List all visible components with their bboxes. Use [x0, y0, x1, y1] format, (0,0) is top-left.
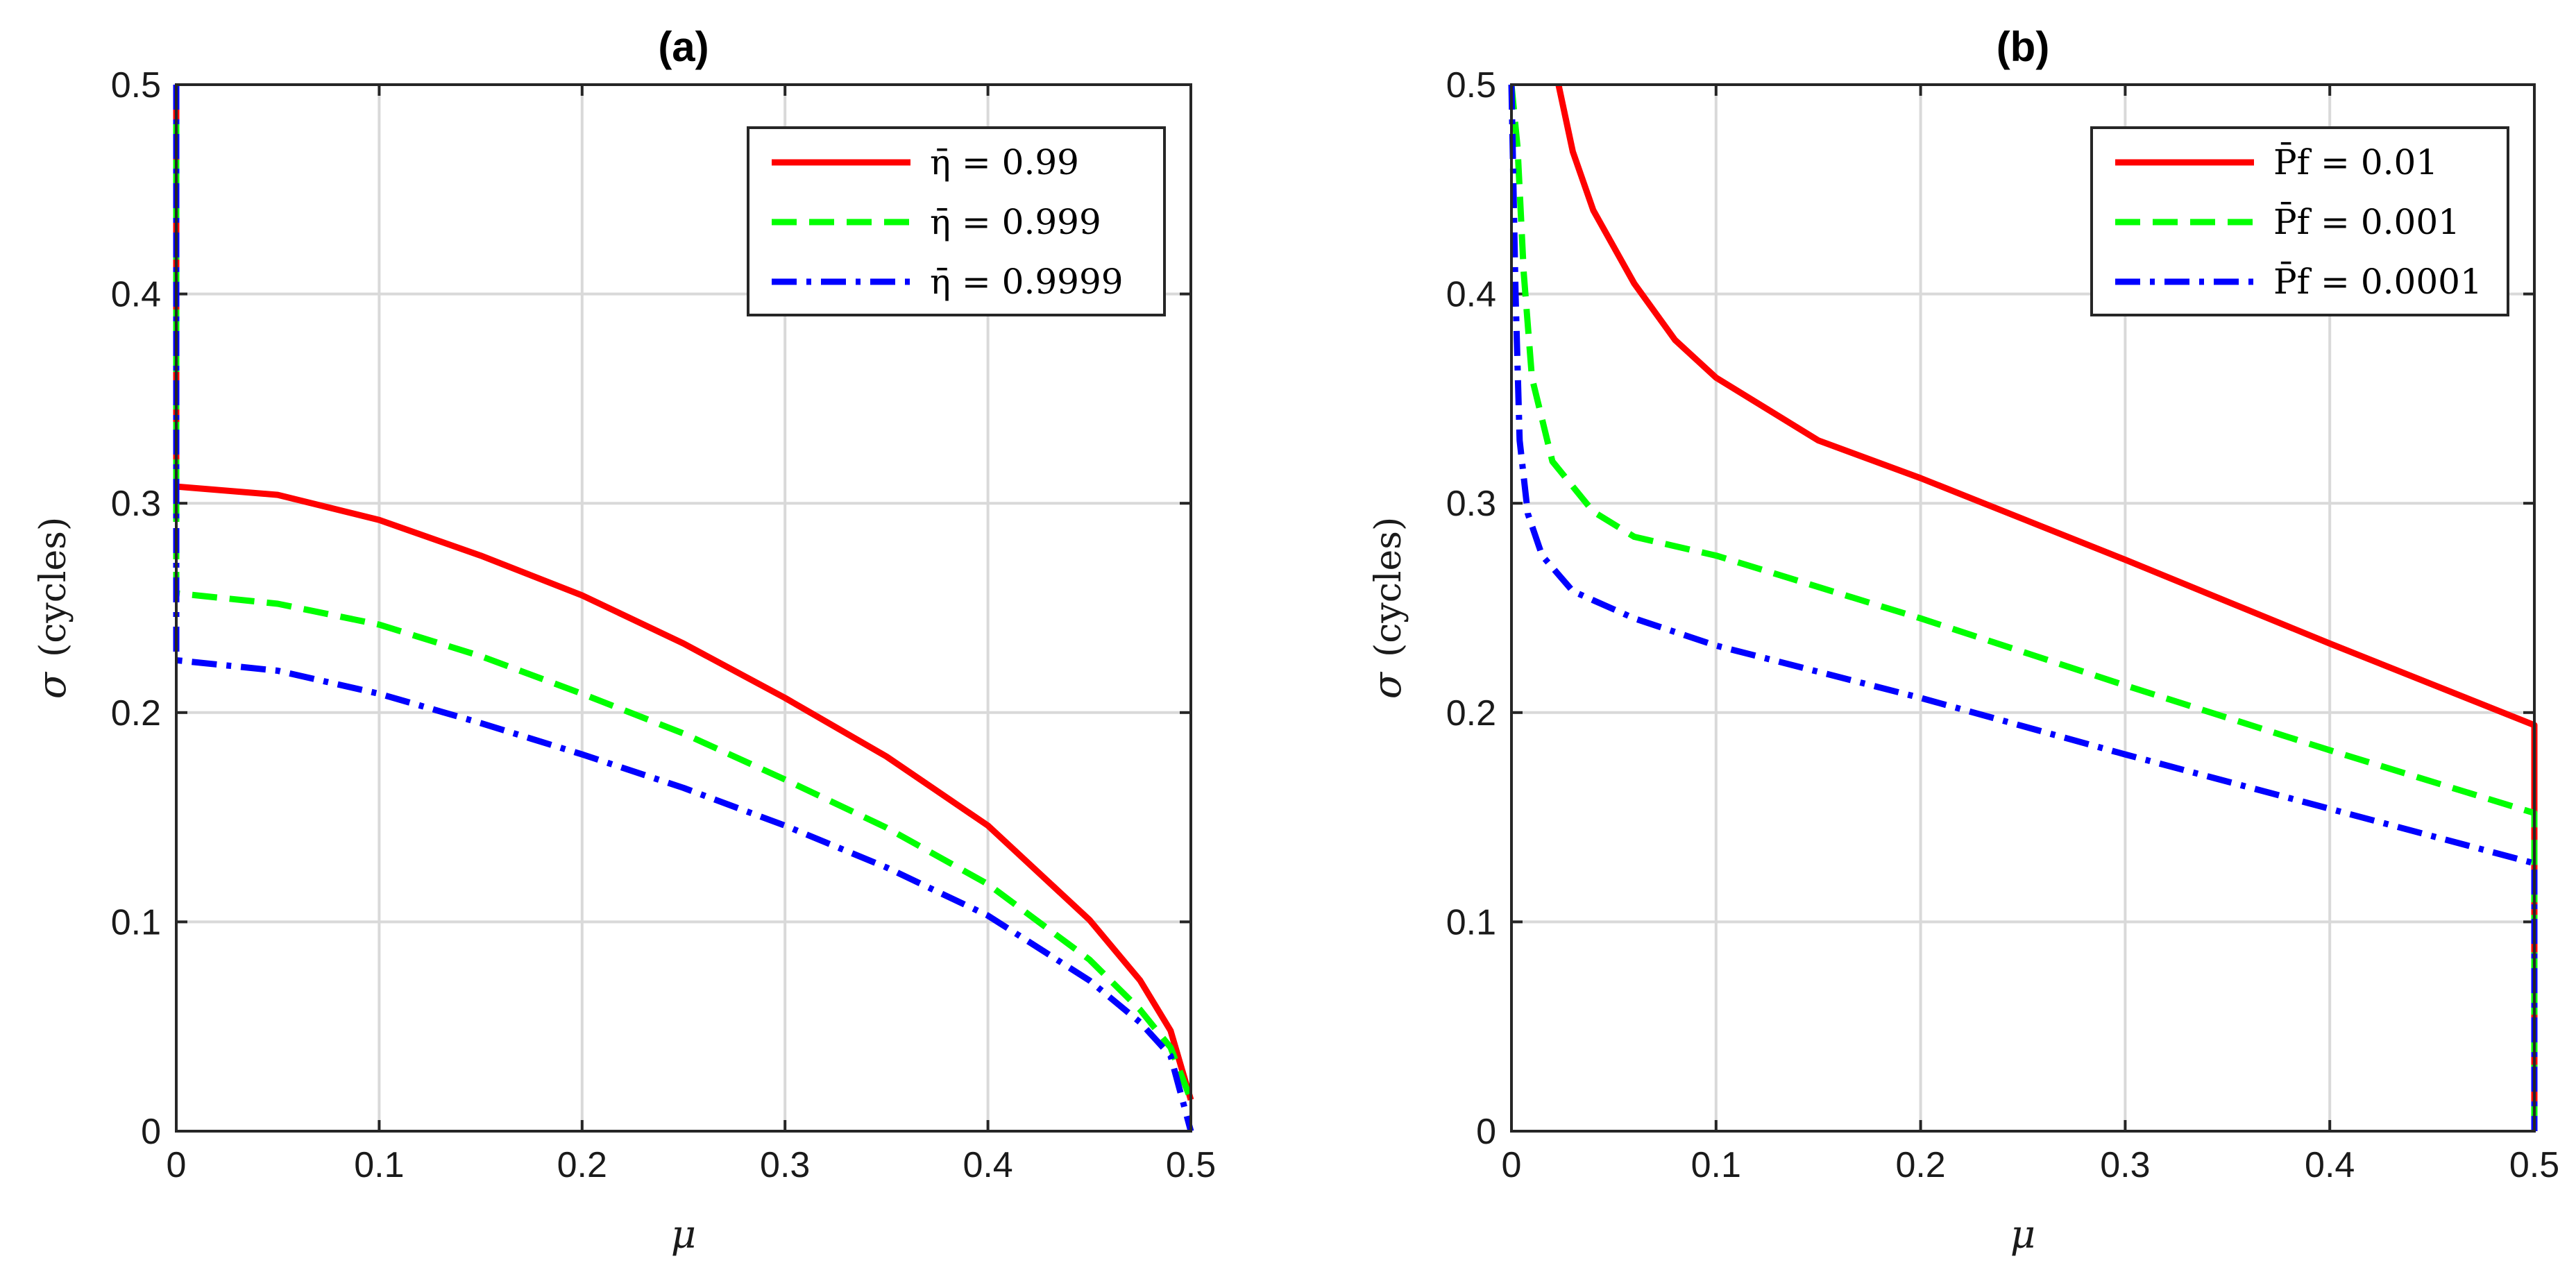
y-tick-label: 0.2 [1446, 693, 1496, 734]
y-axis-unit: (cycles) [33, 517, 74, 657]
y-axis-unit: (cycles) [1368, 517, 1409, 657]
legend-label-3: η̄ = 0.9999 [930, 262, 1124, 302]
x-axis-label: μ [2010, 1212, 2035, 1257]
legend: η̄ = 0.99 η̄ = 0.999 η̄ = 0.9999 [747, 126, 1166, 316]
y-tick-label: 0.2 [111, 693, 161, 734]
series-line-3 [173, 85, 1194, 1133]
y-tick-label: 0.1 [111, 902, 161, 942]
legend-label-1: η̄ = 0.99 [930, 142, 1079, 183]
x-tick-label: 0.5 [1166, 1145, 1216, 1185]
panel-a: 0 0.1 0.2 0.3 0.4 0.5 0 0.1 0.2 0.3 0.4 0.5 (a) μ σ (cy… [30, 24, 1216, 1257]
x-tick-label: 0.2 [557, 1145, 607, 1185]
x-tick-label: 0.5 [2509, 1145, 2559, 1185]
y-tick-label: 0.3 [1446, 484, 1496, 524]
series-line-3 [1508, 84, 2538, 1131]
x-tick-label: 0 [1502, 1145, 1522, 1185]
axes-frame [1510, 83, 2536, 1133]
x-tick-label: 0.3 [760, 1145, 810, 1185]
y-tick-label: 0.3 [111, 484, 161, 524]
legend: P̄f = 0.01 P̄f = 0.001 P̄f = 0.0001 [2090, 126, 2509, 316]
x-tick-label: 0.1 [1691, 1145, 1741, 1185]
series-line-1 [173, 85, 1194, 1101]
chart-title: (b) [1997, 24, 2050, 70]
x-tick-label: 0 [167, 1145, 187, 1185]
y-axis-label: σ (cycles) [1365, 517, 1410, 700]
series-line-2 [1508, 84, 2538, 1131]
x-tick-label: 0.1 [354, 1145, 404, 1185]
y-axis-label: σ (cycles) [30, 517, 75, 700]
chart-title: (a) [658, 24, 709, 70]
y-tick-label: 0 [1476, 1112, 1496, 1152]
y-axis-symbol: σ [30, 671, 75, 699]
y-axis-symbol: σ [1365, 671, 1410, 699]
x-tick-label: 0.4 [2305, 1145, 2355, 1185]
legend-label-3: P̄f = 0.0001 [2273, 261, 2482, 302]
series-line-1 [1555, 84, 2538, 1131]
y-tick-label: 0 [141, 1112, 161, 1152]
y-tick-label: 0.1 [1446, 902, 1496, 942]
legend-label-2: P̄f = 0.001 [2273, 201, 2460, 242]
y-tick-label: 0.5 [1446, 65, 1496, 105]
y-tick-label: 0.4 [111, 275, 161, 315]
series-line-2 [173, 85, 1194, 1101]
x-tick-label: 0.4 [963, 1145, 1012, 1185]
x-axis-label: μ [671, 1212, 696, 1257]
y-tick-label: 0.4 [1446, 275, 1496, 315]
x-tick-label: 0.3 [2100, 1145, 2150, 1185]
x-tick-label: 0.2 [1895, 1145, 1945, 1185]
panel-b: 0 0.1 0.2 0.3 0.4 0.5 0 0.1 0.2 0.3 0.4 0.5 (b) μ σ (cy… [1365, 24, 2559, 1257]
legend-label-2: η̄ = 0.999 [930, 202, 1101, 242]
legend-label-1: P̄f = 0.01 [2273, 142, 2438, 183]
y-tick-label: 0.5 [111, 65, 161, 105]
axes-frame [175, 83, 1192, 1133]
